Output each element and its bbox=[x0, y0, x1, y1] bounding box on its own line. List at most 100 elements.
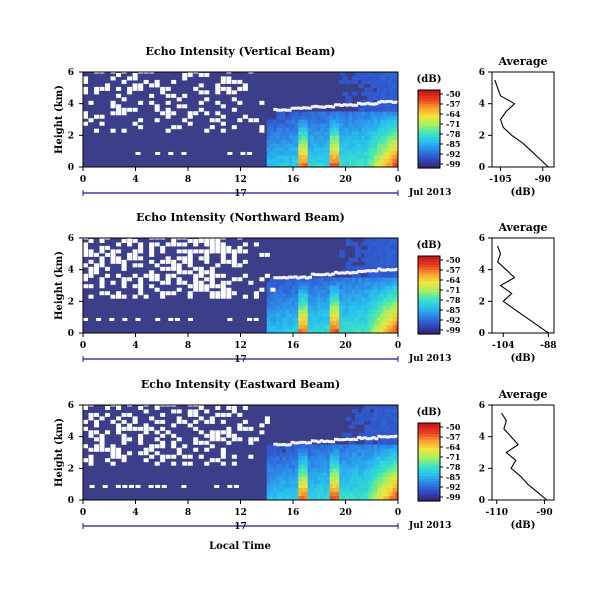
missing-data-cell bbox=[83, 405, 88, 410]
echo-cell bbox=[389, 305, 396, 310]
echo-cell bbox=[348, 289, 355, 294]
echo-cell bbox=[377, 155, 383, 160]
x-tick-label: 4 bbox=[132, 508, 138, 518]
echo-cell bbox=[314, 313, 320, 318]
echo-cell bbox=[389, 325, 396, 330]
echo-cell bbox=[380, 281, 387, 286]
echo-layer-cell bbox=[284, 276, 289, 280]
heatmap-field bbox=[83, 405, 398, 500]
echo-cell bbox=[370, 285, 377, 290]
echo-cell bbox=[367, 241, 374, 246]
missing-data-cell bbox=[226, 287, 232, 292]
echo-cell bbox=[370, 139, 377, 144]
echo-cell bbox=[282, 496, 289, 500]
echo-cell bbox=[345, 472, 352, 477]
echo-cell bbox=[380, 123, 387, 128]
echo-cell bbox=[367, 452, 374, 457]
missing-data-cell bbox=[204, 461, 210, 466]
echo-cell bbox=[288, 111, 295, 116]
echo-cell bbox=[392, 119, 398, 124]
echo-cell bbox=[282, 309, 289, 314]
echo-cell bbox=[351, 492, 358, 497]
echo-cell bbox=[392, 249, 398, 254]
colorbar-tick-label: -78 bbox=[446, 462, 461, 472]
echo-cell bbox=[279, 297, 286, 302]
missing-data-cell bbox=[99, 444, 105, 449]
echo-cell bbox=[288, 285, 295, 290]
echo-cell bbox=[389, 87, 396, 92]
echo-cell bbox=[345, 119, 352, 124]
missing-data-cell bbox=[127, 423, 133, 428]
missing-data-cell bbox=[227, 317, 233, 321]
colorbar-swatch bbox=[418, 320, 440, 324]
colorbar-swatch bbox=[418, 492, 440, 497]
echo-cell bbox=[307, 448, 314, 453]
missing-data-cell bbox=[220, 280, 226, 285]
echo-layer-cell bbox=[273, 276, 278, 280]
echo-cell bbox=[395, 79, 398, 84]
echo-cell bbox=[279, 289, 286, 294]
echo-cell bbox=[389, 261, 396, 266]
echo-cell bbox=[273, 460, 280, 465]
missing-data-cell bbox=[259, 287, 265, 292]
echo-cell bbox=[373, 416, 380, 421]
missing-data-cell bbox=[176, 270, 182, 275]
missing-data-cell bbox=[110, 104, 116, 109]
echo-cell bbox=[351, 151, 358, 156]
missing-data-cell bbox=[154, 79, 160, 84]
colorbar-tick-label: -99 bbox=[446, 325, 461, 335]
echo-cell bbox=[279, 135, 286, 140]
missing-data-cell bbox=[215, 83, 221, 88]
echo-cell bbox=[273, 313, 280, 318]
echo-cell bbox=[361, 309, 368, 314]
echo-cell bbox=[342, 289, 349, 294]
echo-cell bbox=[291, 456, 298, 461]
echo-cell bbox=[304, 135, 311, 140]
echo-cell bbox=[298, 281, 305, 286]
echo-cell bbox=[332, 281, 339, 286]
missing-data-cell bbox=[209, 118, 215, 123]
echo-layer-cell bbox=[365, 269, 370, 273]
echo-cell bbox=[295, 119, 302, 124]
missing-data-cell bbox=[220, 284, 226, 289]
echo-cell bbox=[304, 452, 311, 457]
echo-cell bbox=[310, 289, 317, 294]
missing-data-cell bbox=[220, 273, 226, 278]
missing-data-cell bbox=[242, 83, 248, 88]
echo-cell bbox=[361, 325, 368, 330]
missing-data-cell bbox=[83, 111, 88, 116]
echo-cell bbox=[377, 143, 383, 148]
echo-cell bbox=[358, 460, 365, 465]
missing-data-cell bbox=[94, 270, 100, 275]
echo-cell bbox=[364, 408, 371, 413]
echo-cell bbox=[276, 163, 283, 167]
echo-cell bbox=[336, 444, 343, 449]
echo-cell bbox=[317, 488, 324, 493]
echo-cell bbox=[377, 151, 383, 156]
echo-cell bbox=[370, 476, 377, 481]
echo-cell bbox=[332, 480, 339, 485]
echo-cell bbox=[310, 321, 317, 326]
echo-cell bbox=[317, 452, 324, 457]
echo-cell bbox=[367, 261, 374, 266]
echo-cell bbox=[380, 72, 387, 76]
echo-cell bbox=[329, 480, 336, 485]
echo-cell bbox=[380, 245, 387, 250]
echo-cell bbox=[282, 151, 289, 156]
echo-cell bbox=[354, 143, 361, 148]
echo-layer-cell bbox=[302, 275, 307, 279]
echo-cell bbox=[314, 143, 320, 148]
echo-cell bbox=[358, 325, 365, 330]
echo-cell bbox=[370, 496, 377, 500]
echo-cell bbox=[326, 325, 333, 330]
echo-cell bbox=[314, 492, 320, 497]
echo-cell bbox=[348, 119, 355, 124]
echo-cell bbox=[354, 488, 361, 493]
echo-cell bbox=[323, 456, 330, 461]
colorbar-swatch bbox=[418, 445, 440, 449]
echo-cell bbox=[392, 269, 398, 274]
missing-data-cell bbox=[187, 412, 193, 417]
missing-data-cell bbox=[132, 249, 138, 254]
missing-data-cell bbox=[209, 125, 215, 130]
echo-cell bbox=[383, 281, 390, 286]
